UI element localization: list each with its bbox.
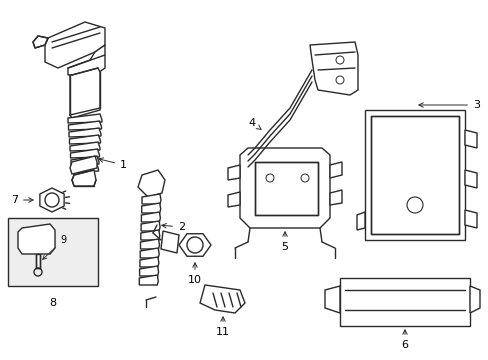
Text: 11: 11	[216, 317, 229, 337]
Polygon shape	[139, 275, 158, 285]
Polygon shape	[138, 170, 164, 197]
Polygon shape	[140, 248, 159, 258]
Polygon shape	[8, 218, 98, 286]
Polygon shape	[464, 170, 476, 188]
Text: 6: 6	[401, 330, 407, 350]
Polygon shape	[68, 114, 102, 123]
Text: 1: 1	[99, 158, 127, 170]
Polygon shape	[69, 135, 101, 144]
Text: 5: 5	[281, 232, 288, 252]
Polygon shape	[70, 156, 97, 174]
Polygon shape	[70, 149, 99, 158]
Polygon shape	[18, 224, 55, 254]
Polygon shape	[242, 148, 262, 165]
Text: 4: 4	[248, 118, 261, 129]
Polygon shape	[68, 45, 105, 75]
Polygon shape	[469, 286, 479, 313]
Polygon shape	[140, 257, 159, 267]
Polygon shape	[227, 192, 240, 207]
Polygon shape	[40, 188, 64, 212]
Polygon shape	[370, 116, 458, 234]
Text: 8: 8	[49, 298, 57, 308]
Polygon shape	[240, 148, 329, 228]
Polygon shape	[200, 285, 244, 313]
Polygon shape	[72, 170, 96, 186]
Polygon shape	[364, 110, 464, 240]
Polygon shape	[142, 194, 161, 204]
Polygon shape	[141, 212, 160, 222]
Polygon shape	[36, 254, 40, 268]
Text: 3: 3	[418, 100, 479, 110]
Polygon shape	[179, 234, 210, 256]
Polygon shape	[464, 210, 476, 228]
Polygon shape	[68, 121, 102, 130]
Polygon shape	[161, 231, 179, 253]
Text: 2: 2	[162, 222, 185, 232]
Polygon shape	[70, 142, 100, 151]
Polygon shape	[309, 42, 357, 95]
Polygon shape	[69, 128, 101, 137]
Polygon shape	[139, 266, 158, 276]
Polygon shape	[70, 68, 100, 118]
Polygon shape	[254, 162, 317, 215]
Polygon shape	[325, 286, 339, 313]
Polygon shape	[45, 22, 105, 68]
Polygon shape	[356, 212, 364, 230]
Polygon shape	[71, 163, 98, 172]
Polygon shape	[329, 162, 341, 178]
Polygon shape	[141, 221, 160, 231]
Text: 10: 10	[187, 263, 202, 285]
Polygon shape	[142, 203, 161, 213]
Polygon shape	[140, 239, 159, 249]
Polygon shape	[71, 156, 99, 165]
Polygon shape	[33, 36, 48, 48]
Text: 7: 7	[11, 195, 33, 205]
Polygon shape	[329, 190, 341, 205]
Polygon shape	[141, 230, 160, 240]
Text: 9: 9	[42, 235, 66, 260]
Polygon shape	[339, 278, 469, 326]
Polygon shape	[227, 165, 240, 180]
Polygon shape	[464, 130, 476, 148]
